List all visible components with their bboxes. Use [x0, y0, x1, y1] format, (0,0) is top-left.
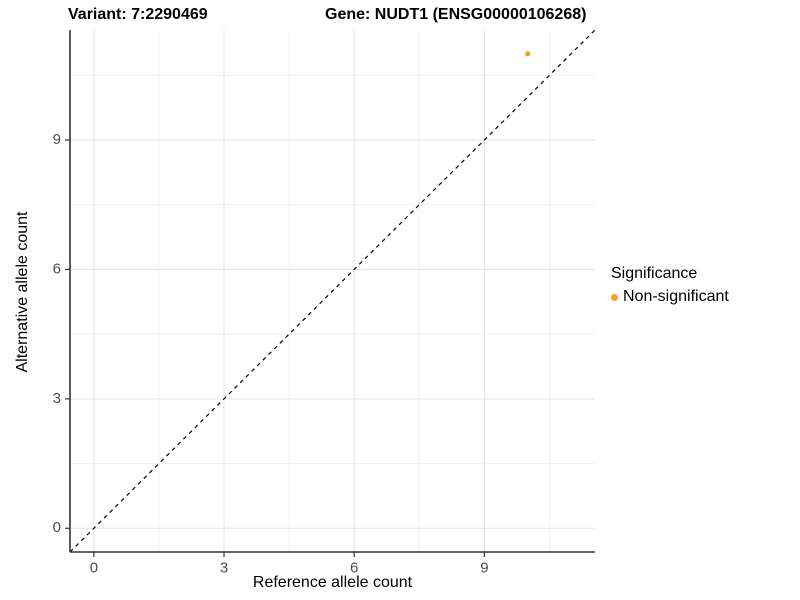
x-tick-label: 3: [220, 559, 228, 576]
legend: Significance Non-significant: [611, 265, 729, 306]
y-tick-label: 0: [53, 519, 61, 536]
legend-item-label: Non-significant: [623, 288, 729, 305]
legend-title: Significance: [611, 265, 698, 282]
legend-marker-circle-icon: [611, 293, 618, 301]
x-tick-label: 9: [480, 559, 488, 576]
x-tick-label: 6: [350, 559, 358, 576]
legend-item-non-significant: Non-significant: [611, 288, 729, 306]
identity-dashed-line: [69, 29, 596, 553]
x-tick-label: 0: [90, 559, 98, 576]
x-axis-title: Reference allele count: [252, 574, 413, 591]
data-point: [525, 51, 531, 57]
plot-title-gene: Gene: NUDT1 (ENSG00000106268): [325, 6, 587, 23]
y-tick-label: 6: [53, 260, 61, 277]
y-axis-title: Alternative allele count: [14, 211, 31, 373]
plot-title-variant: Variant: 7:2290469: [68, 6, 208, 23]
y-tick-label: 3: [53, 390, 61, 407]
y-tick-label: 9: [53, 131, 61, 148]
